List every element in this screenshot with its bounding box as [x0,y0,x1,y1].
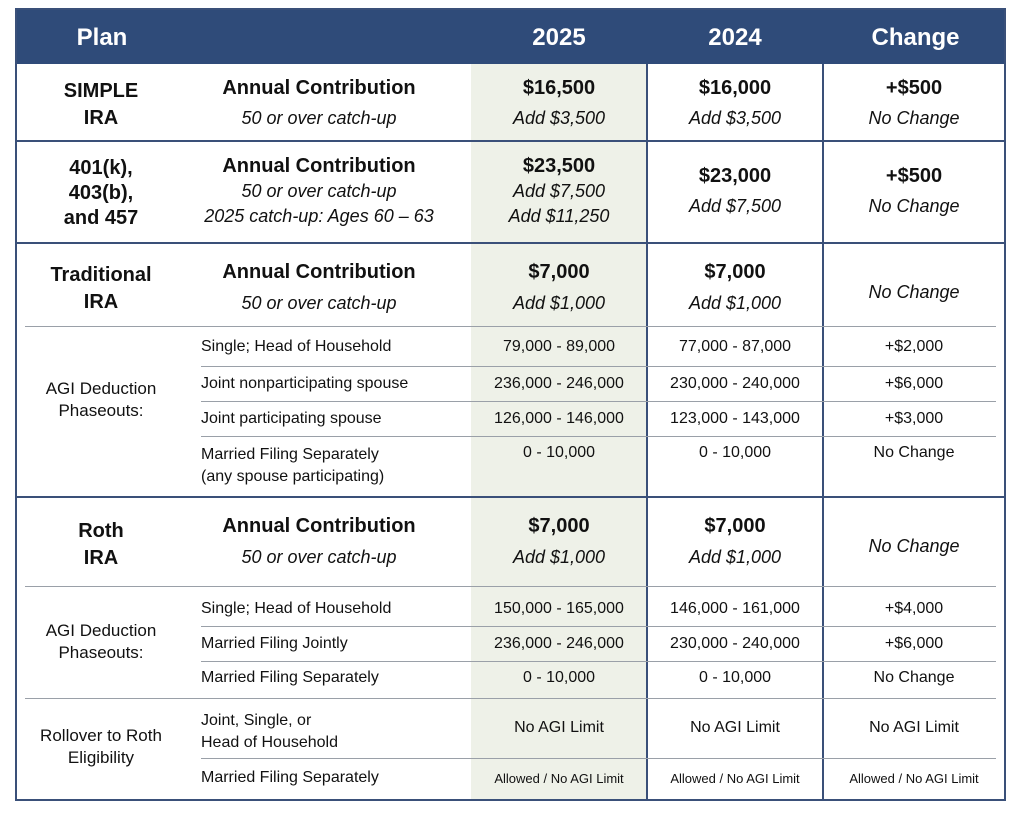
catch-up-60-63-label: 2025 catch-up: Ages 60 – 63 [204,206,434,226]
value-2024: 230,000 - 240,000 [670,635,800,652]
agi-phaseouts-label: AGI Deduction Phaseouts: [45,621,157,663]
row-label: Joint nonparticipating spouse [201,375,409,392]
change-value: +$500 [885,77,943,99]
annual-contribution-label: Annual Contribution [222,515,416,537]
catch-up-2024: Add $7,500 [688,196,782,216]
row-label: Single; Head of Household [201,338,392,355]
table-header: Plan 2025 2024 Change [17,10,1004,64]
catch-up-2025: Add $3,500 [512,108,606,128]
section-divider [17,242,1004,244]
plan-roth-ira: Roth IRA [78,520,124,569]
value-2024: No AGI Limit [690,719,780,736]
header-change: Change [871,24,960,51]
value-2025: 236,000 - 246,000 [494,375,624,392]
value-2025: Allowed / No AGI Limit [494,771,624,786]
agi-phaseouts-label: AGI Deduction Phaseouts: [45,379,157,421]
change-value: No Change [873,669,955,686]
row-divider [201,366,996,367]
value-2025: $16,500 [522,77,596,99]
value-2024: $7,000 [704,515,766,537]
row-divider [25,326,996,327]
catch-up-label: 50 or over catch-up [241,181,397,201]
catch-up-label: 50 or over catch-up [241,547,397,567]
value-2024: $23,000 [698,165,772,187]
section-divider [17,140,1004,142]
header-2025: 2025 [532,24,586,51]
change-sub: No Change [868,108,960,128]
row-label: Joint participating spouse [201,410,382,427]
change-value: No Change [873,444,955,461]
header-2024: 2024 [708,24,762,51]
value-2025: 236,000 - 246,000 [494,635,624,652]
value-2025: $7,000 [528,515,590,537]
plan-traditional-ira: Traditional IRA [50,264,152,313]
change-value: No Change [868,282,960,302]
change-value: +$500 [885,165,943,187]
catch-up-2024: Add $1,000 [688,547,782,567]
catch-up-2025: Add $1,000 [512,293,606,313]
value-2024: 0 - 10,000 [698,444,772,461]
column-divider [822,64,824,799]
row-label: Married Filing Separately (any spouse pa… [201,446,385,486]
annual-contribution-label: Annual Contribution [222,155,416,177]
change-value: Allowed / No AGI Limit [849,771,979,786]
value-2025: 0 - 10,000 [522,669,596,686]
section-divider [17,496,1004,498]
change-value: +$4,000 [884,600,944,617]
header-plan: Plan [76,24,128,51]
value-2025: $23,500 [522,155,596,177]
value-2025: 150,000 - 165,000 [494,600,624,617]
value-2024: 77,000 - 87,000 [678,338,792,355]
catch-up-2024: Add $1,000 [688,293,782,313]
row-label: Single; Head of Household [201,600,392,617]
value-2025: 0 - 10,000 [522,444,596,461]
value-2024: 123,000 - 143,000 [670,410,800,427]
value-2024: 0 - 10,000 [698,669,772,686]
value-2025: $7,000 [528,261,590,283]
annual-contribution-label: Annual Contribution [222,77,416,99]
value-2025: 126,000 - 146,000 [494,410,624,427]
value-2024: Allowed / No AGI Limit [670,771,800,786]
change-value: +$6,000 [884,635,944,652]
row-divider [201,626,996,627]
change-value: +$3,000 [884,410,944,427]
row-divider [25,698,996,699]
row-label: Joint, Single, or Head of Household [201,712,338,752]
row-label: Married Filing Separately [201,769,379,786]
row-divider [201,758,996,759]
change-value: +$2,000 [884,338,944,355]
plan-401k: 401(k), 403(b), and 457 [63,157,139,229]
change-value: +$6,000 [884,375,944,392]
rollover-eligibility-label: Rollover to Roth Eligibility [40,726,162,768]
catch-up-2024: Add $3,500 [688,108,782,128]
annual-contribution-label: Annual Contribution [222,261,416,283]
row-divider [201,436,996,437]
row-divider [201,401,996,402]
row-label: Married Filing Jointly [201,635,348,652]
column-divider [646,64,648,799]
row-divider [201,661,996,662]
catch-up-2025: Add $7,500 [512,181,606,201]
value-2025: 79,000 - 89,000 [502,338,616,355]
catch-up-2025: Add $1,000 [512,547,606,567]
change-value: No AGI Limit [869,719,959,736]
catch-up-label: 50 or over catch-up [241,108,397,128]
value-2024: 230,000 - 240,000 [670,375,800,392]
value-2024: $16,000 [698,77,772,99]
contribution-limits-table: Plan 2025 2024 Change SIMPLE IRA Annual … [15,8,1006,801]
year-2025-highlight [471,64,647,799]
value-2024: $7,000 [704,261,766,283]
catch-up-label: 50 or over catch-up [241,293,397,313]
value-2024: 146,000 - 161,000 [670,600,800,617]
value-2025: No AGI Limit [514,719,604,736]
change-sub: No Change [868,196,960,216]
catch-up-60-63-2025: Add $11,250 [508,206,610,226]
change-value: No Change [868,536,960,556]
plan-simple-ira: SIMPLE IRA [63,80,139,129]
row-divider [25,586,996,587]
row-label: Married Filing Separately [201,669,379,686]
